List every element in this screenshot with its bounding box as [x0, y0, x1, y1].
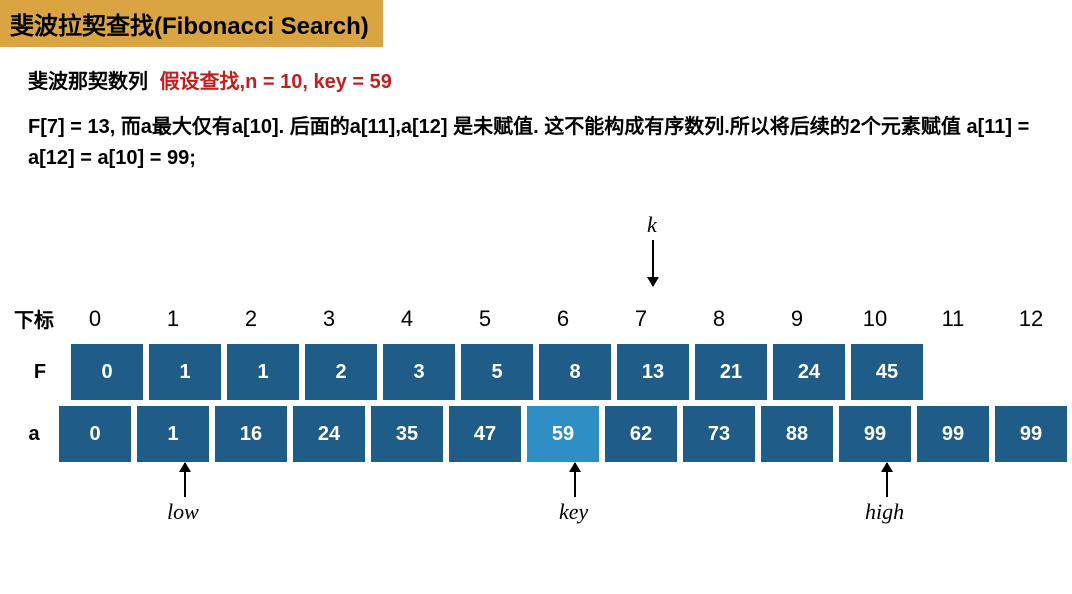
f-cell: 2 [304, 343, 378, 401]
f-cell: 8 [538, 343, 612, 401]
f-cell: 45 [850, 343, 924, 401]
key-arrow-icon [574, 463, 576, 497]
a-cell: 62 [604, 405, 678, 463]
a-cell: 99 [994, 405, 1068, 463]
high-label: high [865, 499, 904, 525]
index-cell: 8 [682, 306, 756, 332]
index-cell: 3 [292, 306, 366, 332]
f-cell: 1 [226, 343, 300, 401]
row-F-label: F [10, 361, 70, 384]
f-cell: 21 [694, 343, 768, 401]
f-cell: 3 [382, 343, 456, 401]
indices: 0123456789101112 [58, 306, 1072, 332]
a-cell: 0 [58, 405, 132, 463]
a-cell: 59 [526, 405, 600, 463]
subtitle-red: 假设查找,n = 10, key = 59 [160, 71, 392, 93]
k-label: k [647, 212, 657, 238]
a-cell: 16 [214, 405, 288, 463]
key-label: key [559, 499, 588, 525]
row-a-cells: 011624354759627388999999 [58, 405, 1072, 463]
index-cell: 6 [526, 306, 600, 332]
low-arrow-icon [184, 463, 186, 497]
index-cell: 0 [58, 306, 132, 332]
index-cell: 4 [370, 306, 444, 332]
f-cell: 1 [148, 343, 222, 401]
row-F-cells: 011235813212445 [70, 343, 928, 401]
a-cell: 73 [682, 405, 756, 463]
subtitle: 斐波那契数列 假设查找,n = 10, key = 59 [28, 65, 1072, 94]
a-cell: 99 [916, 405, 990, 463]
f-cell: 13 [616, 343, 690, 401]
row-F: F 011235813212445 [10, 343, 1072, 401]
page-title: 斐波拉契查找(Fibonacci Search) [0, 0, 383, 47]
index-cell: 12 [994, 306, 1068, 332]
subtitle-black: 斐波那契数列 [28, 71, 148, 93]
index-row: 下标 0123456789101112 [10, 304, 1072, 333]
a-cell: 35 [370, 405, 444, 463]
index-cell: 10 [838, 306, 912, 332]
index-cell: 11 [916, 306, 990, 332]
k-arrow-icon [652, 240, 654, 286]
a-cell: 99 [838, 405, 912, 463]
a-cell: 1 [136, 405, 210, 463]
index-header: 下标 [10, 304, 58, 333]
f-cell: 0 [70, 343, 144, 401]
a-cell: 88 [760, 405, 834, 463]
index-cell: 7 [604, 306, 678, 332]
f-cell: 24 [772, 343, 846, 401]
row-a: a 011624354759627388999999 [10, 405, 1072, 463]
description: F[7] = 13, 而a最大仅有a[10]. 后面的a[11],a[12] 是… [28, 112, 1044, 174]
a-cell: 47 [448, 405, 522, 463]
index-cell: 9 [760, 306, 834, 332]
diagram: k 下标 0123456789101112 F 011235813212445 … [10, 222, 1072, 463]
a-cell: 24 [292, 405, 366, 463]
index-cell: 2 [214, 306, 288, 332]
index-cell: 1 [136, 306, 210, 332]
row-a-label: a [10, 423, 58, 446]
high-arrow-icon [886, 463, 888, 497]
index-cell: 5 [448, 306, 522, 332]
f-cell: 5 [460, 343, 534, 401]
low-label: low [167, 499, 199, 525]
